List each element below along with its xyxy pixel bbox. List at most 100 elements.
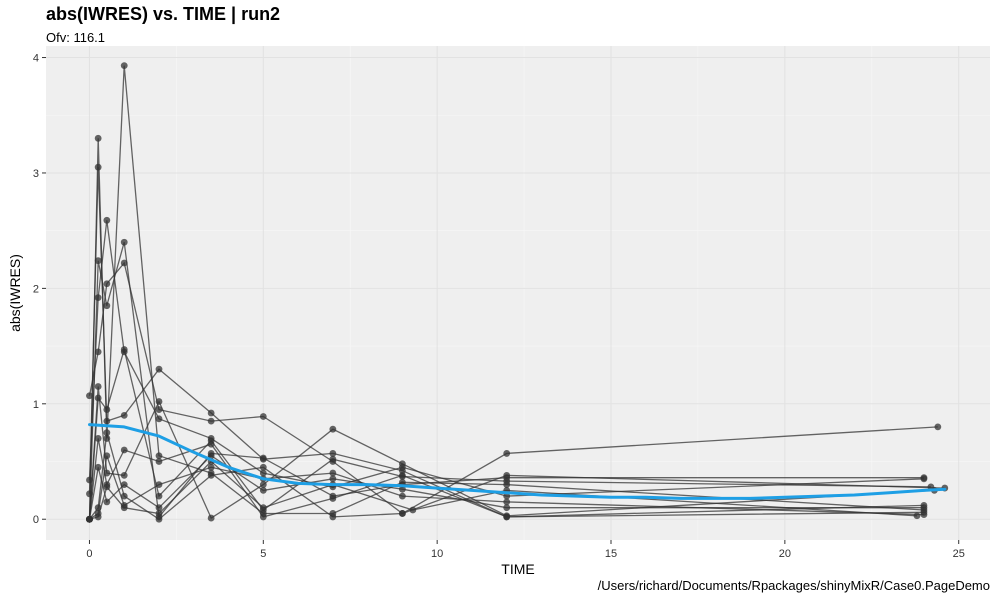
data-point <box>120 446 128 454</box>
data-point <box>503 498 511 506</box>
y-tick-label: 0 <box>33 514 39 526</box>
grid-minor <box>46 46 990 540</box>
data-point <box>920 504 928 512</box>
y-axis: 0 1 2 3 4 <box>33 53 46 526</box>
data-point <box>103 469 111 477</box>
x-tick-label: 20 <box>779 548 791 560</box>
chart-title: abs(IWRES) vs. TIME | run2 <box>46 4 281 24</box>
data-point <box>120 346 128 353</box>
x-axis-label: TIME <box>501 561 534 577</box>
data-point <box>207 471 215 479</box>
data-point <box>329 495 337 502</box>
data-point <box>259 463 267 471</box>
data-point <box>86 490 93 498</box>
x-tick-label: 25 <box>953 548 965 560</box>
data-point <box>259 413 267 420</box>
data-point <box>398 492 406 500</box>
data-point <box>503 450 511 457</box>
data-point <box>94 348 102 356</box>
data-point <box>913 512 921 520</box>
data-point <box>207 463 215 471</box>
data-point <box>94 435 102 442</box>
x-tick-label: 5 <box>260 548 266 560</box>
data-point <box>103 483 111 491</box>
data-point <box>207 440 215 448</box>
data-point <box>329 469 337 477</box>
data-point <box>398 471 406 479</box>
data-point <box>329 450 337 457</box>
data-point <box>920 511 928 519</box>
data-point <box>103 280 111 288</box>
data-point <box>94 463 102 471</box>
chart-subtitle: Ofv: 116.1 <box>46 30 106 45</box>
data-point <box>329 455 337 463</box>
data-point <box>103 429 111 437</box>
data-point <box>155 515 163 523</box>
data-point <box>120 492 128 500</box>
data-point <box>155 458 163 465</box>
data-point <box>86 515 93 523</box>
data-point <box>155 504 163 512</box>
data-point <box>94 504 102 512</box>
data-point <box>103 216 111 224</box>
data-point <box>94 257 102 265</box>
data-point <box>86 476 93 484</box>
data-point <box>503 504 511 512</box>
data-point <box>94 163 102 171</box>
chart-caption: /Users/richard/Documents/Rpackages/shiny… <box>597 578 990 593</box>
data-point <box>120 471 128 479</box>
data-point <box>207 409 215 417</box>
data-point <box>155 406 163 413</box>
data-point <box>207 417 215 425</box>
y-tick-label: 4 <box>33 53 39 65</box>
data-point <box>398 460 406 468</box>
data-point <box>503 477 511 485</box>
data-point <box>155 365 163 373</box>
data-point <box>103 417 111 425</box>
data-point <box>920 474 928 482</box>
y-tick-label: 1 <box>33 399 39 411</box>
data-point <box>155 481 163 488</box>
x-axis: 0 5 10 15 20 25 <box>86 540 965 560</box>
x-tick-label: 10 <box>431 548 443 560</box>
data-point <box>259 486 267 494</box>
y-tick-label: 2 <box>33 283 39 295</box>
data-point <box>94 383 102 390</box>
data-point <box>103 498 111 506</box>
data-point <box>94 134 102 142</box>
data-point <box>155 398 163 405</box>
data-point <box>120 481 128 488</box>
data-point <box>86 392 93 400</box>
grid-major <box>46 46 990 540</box>
smooth-layer <box>88 423 947 500</box>
data-point <box>934 423 942 431</box>
data-point <box>503 492 511 500</box>
x-tick-label: 15 <box>605 548 617 560</box>
y-axis-label: abs(IWRES) <box>7 254 23 332</box>
data-point <box>103 406 111 413</box>
data-point <box>329 475 337 483</box>
data-point <box>398 485 406 493</box>
data-point <box>259 454 267 462</box>
data-point <box>259 481 267 488</box>
data-point <box>503 471 511 479</box>
data-point <box>398 510 406 517</box>
data-point <box>120 504 128 512</box>
data-point <box>155 452 163 460</box>
data-point <box>103 435 111 442</box>
data-point <box>259 504 267 512</box>
data-point <box>207 514 215 522</box>
data-point <box>155 415 163 423</box>
data-point <box>120 62 128 70</box>
series-points <box>86 62 949 523</box>
x-tick-label: 0 <box>86 548 92 560</box>
data-point <box>155 510 163 517</box>
data-point <box>120 238 128 246</box>
data-point <box>103 452 111 460</box>
data-point <box>259 469 267 477</box>
data-point <box>94 513 102 521</box>
data-point <box>329 425 337 433</box>
y-tick-label: 3 <box>33 168 39 180</box>
data-point <box>259 513 267 521</box>
